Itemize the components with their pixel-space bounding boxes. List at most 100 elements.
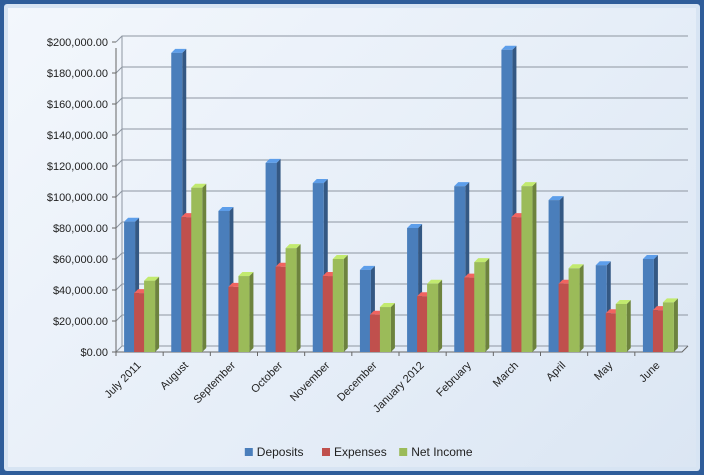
gridline <box>115 221 688 229</box>
bar-front <box>407 228 419 352</box>
bar-front <box>454 186 466 352</box>
legend: Deposits Expenses Net Income <box>244 445 473 459</box>
x-tick-label: November <box>288 359 333 404</box>
bars <box>124 45 678 352</box>
chart-frame <box>4 4 700 471</box>
legend-swatch <box>399 448 408 456</box>
gridline <box>115 345 688 353</box>
x-tick-label: January 2012 <box>371 360 427 416</box>
bar-net-income <box>144 276 160 352</box>
x-tick-label: October <box>249 359 285 395</box>
bar-front <box>474 262 486 352</box>
y-tick-label: $40,000.00 <box>53 285 108 297</box>
bar-front <box>615 303 627 352</box>
bar-front <box>548 200 560 352</box>
bar-front <box>652 310 664 352</box>
bar-net-income <box>568 264 584 352</box>
x-axis: July 2011 August September October November D… <box>102 345 689 416</box>
gridline <box>115 252 688 260</box>
bar-front <box>124 221 136 352</box>
y-tick-label: $200,000.00 <box>47 37 108 49</box>
bar-front <box>275 266 287 352</box>
y-tick-label: $100,000.00 <box>47 192 108 204</box>
bar-top <box>332 255 348 259</box>
bar-front <box>228 286 240 352</box>
y-tick-label: $20,000.00 <box>53 316 108 328</box>
bar-side <box>485 258 490 352</box>
bar-front <box>238 276 250 352</box>
bar-side <box>343 255 348 352</box>
bar-front <box>359 269 371 352</box>
bar-front <box>511 217 523 352</box>
bar-top <box>191 183 207 188</box>
gridline <box>115 314 688 322</box>
bar-front <box>464 277 476 352</box>
bar-front <box>312 183 324 352</box>
bar-top <box>548 196 564 201</box>
bar-front <box>191 187 203 352</box>
bar-top <box>454 182 470 187</box>
x-tick-label: July 2011 <box>102 360 143 401</box>
bar-top <box>285 244 301 249</box>
bar-top <box>474 258 490 263</box>
bar-net-income <box>662 298 678 352</box>
bar-front <box>322 276 334 352</box>
bar-side <box>438 279 443 352</box>
y-tick-label: $60,000.00 <box>53 254 108 266</box>
bar-net-income <box>238 272 254 352</box>
bar-front <box>642 259 654 352</box>
bar-top <box>595 261 611 266</box>
bar-net-income <box>191 183 207 352</box>
bar-side <box>579 264 584 352</box>
bar-top <box>521 182 537 187</box>
bar-front <box>605 313 617 352</box>
bar-top <box>615 299 631 304</box>
bar-front <box>332 259 344 352</box>
y-tick-label: $160,000.00 <box>47 99 108 111</box>
bar-front <box>144 280 156 352</box>
bar-side <box>296 244 301 352</box>
legend-item-expenses: Expenses <box>322 445 387 459</box>
gridline <box>115 190 688 198</box>
bar-side <box>155 276 160 352</box>
y-tick-label: $0.00 <box>80 347 108 359</box>
bar-top <box>407 224 423 228</box>
bar-front <box>265 162 277 352</box>
bar-front <box>558 283 570 352</box>
x-tick-label: May <box>592 359 616 383</box>
legend-label: Expenses <box>334 445 387 459</box>
x-tick-label: February <box>434 359 474 399</box>
bar-front <box>417 296 429 352</box>
x-tick-label: September <box>192 359 239 406</box>
x-tick-label: December <box>335 359 380 404</box>
bar-top <box>359 265 375 270</box>
gridline <box>115 66 688 74</box>
gridline <box>115 283 688 291</box>
bar-front <box>427 283 439 352</box>
legend-item-net-income: Net Income <box>399 445 473 459</box>
gridlines <box>115 35 688 353</box>
bar-top <box>265 158 281 163</box>
legend-label: Deposits <box>257 445 304 459</box>
bar-front <box>501 49 513 352</box>
x-tick-label: April <box>544 360 568 384</box>
y-tick-label: $140,000.00 <box>47 130 108 142</box>
bar-top <box>568 264 584 269</box>
bar-front <box>662 302 674 352</box>
y-axis: $0.00 $20,000.00 $40,000.00 $60,000.00 $80,0… <box>47 37 117 359</box>
bar-side <box>532 182 537 352</box>
bar-side <box>626 299 631 352</box>
bar-side <box>390 303 395 352</box>
y-tick-label: $120,000.00 <box>47 161 108 173</box>
bar-top <box>144 276 160 281</box>
legend-label: Net Income <box>411 445 473 459</box>
bar-front <box>134 293 146 352</box>
bar-top <box>171 48 187 53</box>
bar-top <box>312 179 328 184</box>
bar-net-income <box>474 258 490 352</box>
bar-top <box>662 298 678 303</box>
bar-net-income <box>615 299 631 352</box>
bar-top <box>124 217 140 222</box>
y-tick-label: $180,000.00 <box>47 68 108 80</box>
